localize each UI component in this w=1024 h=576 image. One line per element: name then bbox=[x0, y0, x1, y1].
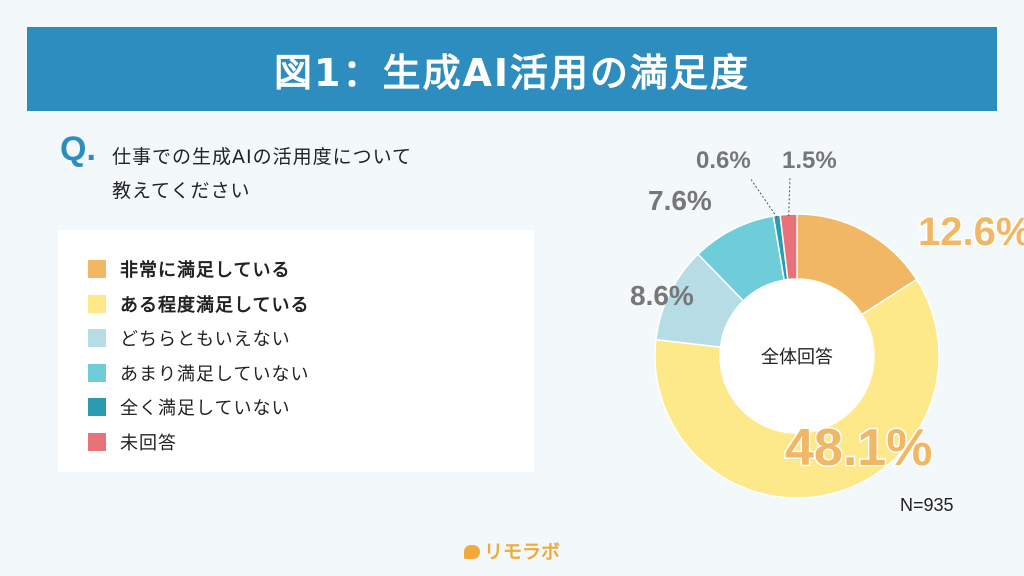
data-label: 12.6% bbox=[918, 210, 1024, 254]
legend-label: どちらともいえない bbox=[120, 329, 291, 351]
leader-line bbox=[788, 177, 791, 217]
brand-logo: リモラボ bbox=[0, 537, 1024, 564]
logo-icon bbox=[463, 545, 480, 559]
data-label: 8.6% bbox=[630, 280, 694, 311]
donut-chart: 全体回答 12.6% 48.1% 8.6% 7.6% 0.6% 1.5% bbox=[600, 130, 1024, 530]
legend-label: ある程度満足している bbox=[120, 294, 310, 316]
data-label: 0.6% bbox=[696, 147, 751, 174]
legend-label: 全く満足していない bbox=[120, 398, 291, 420]
legend: 非常に満足している ある程度満足している どちらともいえない あまり満足していな… bbox=[58, 230, 534, 472]
question-line-1: 仕事での生成AIの活用度について bbox=[112, 146, 413, 168]
donut-hole bbox=[720, 279, 874, 433]
legend-swatch bbox=[88, 260, 106, 279]
donut-svg: 全体回答 12.6% 48.1% 8.6% 7.6% 0.6% 1.5% bbox=[630, 147, 1024, 499]
legend-swatch bbox=[88, 432, 106, 451]
legend-swatch bbox=[88, 329, 106, 348]
data-label: 48.1% bbox=[785, 419, 932, 477]
legend-item: 非常に満足している bbox=[88, 252, 534, 287]
data-label: 1.5% bbox=[782, 147, 837, 174]
legend-item: どちらともいえない bbox=[88, 321, 534, 356]
legend-item: ある程度満足している bbox=[88, 287, 534, 322]
legend-item: 全く満足していない bbox=[88, 390, 534, 425]
legend-item: 未回答 bbox=[88, 425, 534, 460]
question-mark: Q. bbox=[60, 130, 96, 168]
question-line-2: 教えてください bbox=[112, 180, 251, 202]
legend-swatch bbox=[88, 398, 106, 417]
title-banner: 図1：生成AI活用の満足度 bbox=[27, 27, 997, 111]
question-text: 仕事での生成AIの活用度について 教えてください bbox=[112, 140, 512, 208]
legend-label: 非常に満足している bbox=[120, 260, 291, 282]
sample-size: N=935 bbox=[900, 495, 954, 515]
legend-label: 未回答 bbox=[120, 432, 177, 454]
legend-swatch bbox=[88, 363, 106, 382]
data-label: 7.6% bbox=[648, 185, 712, 216]
legend-label: あまり満足していない bbox=[120, 363, 310, 385]
logo-text: リモラボ bbox=[483, 541, 560, 563]
leader-line bbox=[749, 177, 778, 218]
page-title: 図1：生成AI活用の満足度 bbox=[274, 50, 750, 95]
legend-item: あまり満足していない bbox=[88, 356, 534, 391]
legend-swatch bbox=[88, 294, 106, 313]
donut-center-label: 全体回答 bbox=[761, 347, 833, 367]
